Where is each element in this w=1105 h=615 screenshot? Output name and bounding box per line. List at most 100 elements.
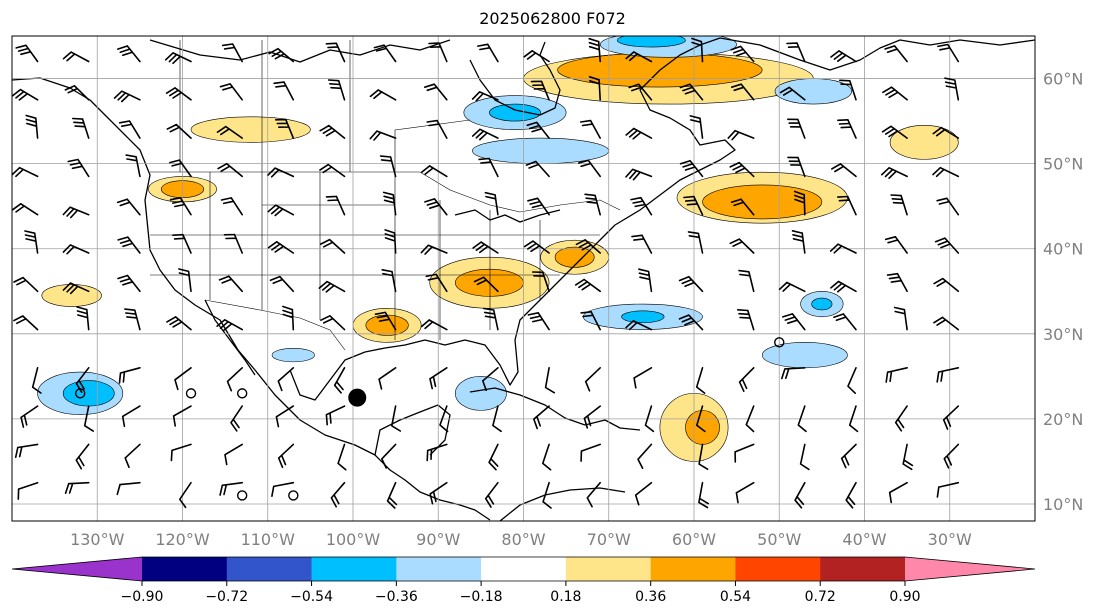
wind-barb [62, 51, 90, 63]
wind-barb [125, 154, 141, 178]
us-mexico-border [204, 299, 346, 351]
wind-barb [25, 114, 39, 139]
contour-region [761, 342, 848, 369]
wind-barb [542, 481, 552, 509]
latitude-tick-label: 30°N [1043, 325, 1083, 344]
wind-barb [369, 130, 397, 141]
wind-barb [62, 244, 90, 255]
longitude-tick-label: 110°W [241, 530, 296, 549]
wind-barb [178, 268, 192, 293]
contour-region [454, 376, 507, 411]
wind-barb [333, 367, 346, 394]
wind-barb [439, 405, 449, 433]
baja-coast [204, 299, 256, 376]
wind-barb [492, 405, 502, 433]
colorbar-segment [311, 557, 397, 581]
wind-barb [424, 83, 448, 101]
wind-barb [174, 367, 192, 391]
wind-barb [634, 481, 653, 506]
colorbar-segment [735, 557, 821, 581]
wind-barb [62, 206, 90, 219]
wind-barb [319, 238, 346, 254]
wind-barb [791, 230, 806, 254]
wind-barb [330, 481, 346, 508]
wind-barb [13, 276, 39, 293]
wind-barb [391, 405, 402, 432]
latitude-tick-label: 50°N [1043, 155, 1083, 174]
wind-barb [837, 119, 857, 139]
wind-barb [894, 405, 908, 432]
colorbar-tick-label: 0.18 [550, 589, 581, 605]
wind-barb [220, 197, 243, 216]
wind-barb [839, 79, 857, 101]
wind-barb [730, 198, 755, 216]
wind-barb [320, 315, 346, 331]
wind-barb [696, 405, 706, 433]
wind-barb [633, 367, 653, 389]
wind-barb [118, 120, 141, 139]
markers [74, 337, 785, 501]
wind-barb [787, 156, 806, 178]
wind-barb [630, 196, 653, 216]
wind-barb [583, 405, 601, 429]
longitude-tick-label: 90°W [416, 530, 460, 549]
colorbar-tick-label: −0.36 [375, 589, 418, 605]
wind-barb [267, 204, 295, 217]
wind-barb [75, 443, 90, 470]
wind-barb [117, 274, 141, 293]
longitude-tick-label: 120°W [155, 530, 210, 549]
longitude-tick-label: 50°W [757, 530, 801, 549]
calm-wind-marker [236, 388, 248, 399]
calm-wind-marker [236, 490, 248, 501]
wind-barb [378, 367, 397, 390]
wind-barb [64, 85, 90, 101]
wind-barb [275, 118, 295, 139]
wind-barb [165, 87, 192, 101]
wind-barb [471, 91, 499, 102]
colorbar-tick-label: 0.90 [889, 589, 920, 605]
wind-barb [730, 83, 755, 101]
wind-barb [779, 86, 806, 101]
wind-barb [179, 481, 192, 509]
longitude-tick-label: 70°W [587, 530, 631, 549]
wind-barb [477, 43, 499, 63]
wind-barb [118, 367, 141, 384]
wind-barb [830, 280, 857, 293]
wind-barb [781, 367, 806, 380]
colorbar-extend-low [12, 557, 142, 581]
canada-provinces [179, 40, 471, 172]
wind-barb [13, 315, 39, 331]
hispaniola-coast [584, 419, 641, 431]
wind-barb [943, 443, 960, 469]
colorbar-segment [142, 557, 228, 581]
wind-barb [24, 230, 39, 254]
wind-barb [525, 160, 550, 178]
wind-barb [31, 367, 42, 394]
wind-barb [523, 50, 550, 63]
wind-barb [678, 275, 704, 293]
contour-region [811, 297, 833, 311]
wind-barb [902, 443, 914, 471]
wind-barb [318, 280, 346, 293]
wind-barb [933, 316, 960, 331]
wind-barb [124, 308, 141, 331]
wind-barb [216, 319, 243, 331]
wind-barb [166, 316, 192, 331]
us-state-lines [150, 172, 600, 340]
wind-barb [884, 236, 908, 254]
wind-barb [678, 314, 704, 331]
wind-barb [787, 118, 806, 139]
wind-barb [484, 191, 499, 216]
wind-barb [483, 307, 499, 331]
wind-barb [580, 443, 601, 462]
wind-barb [124, 443, 141, 469]
wind-barb [282, 305, 295, 331]
wind-barb [831, 163, 857, 178]
contour-region [685, 410, 720, 445]
calm-wind-marker [288, 490, 299, 501]
wind-barb [794, 481, 806, 509]
wind-barb [218, 275, 243, 293]
wind-barb [833, 313, 857, 331]
wind-barb [166, 123, 192, 139]
